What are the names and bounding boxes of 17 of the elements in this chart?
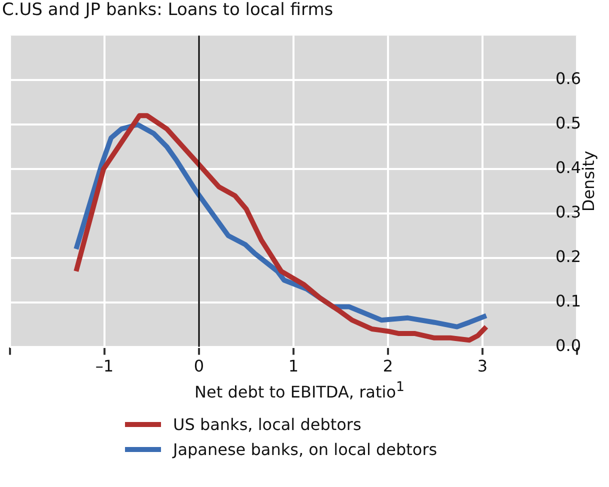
x-tick-label: 3 — [477, 356, 488, 376]
y-tick-label: 0.6 — [556, 69, 581, 88]
x-axis-title: Net debt to EBITDA, ratio$^{1}$ — [194, 380, 406, 404]
y-tick-label: 0.5 — [556, 114, 581, 133]
y-tick-label: 0.2 — [556, 247, 581, 266]
x-tick-label: 1 — [288, 356, 299, 376]
y-tick-label: 0.1 — [556, 292, 581, 310]
chart-title: C.US and JP banks: Loans to local firms — [1, 0, 334, 22]
y-tick-label: 0.0 — [556, 336, 581, 355]
y-tick-label: 0.4 — [556, 158, 581, 178]
x-tick-label: 0 — [194, 356, 204, 376]
x-tick-label: –1 — [95, 356, 114, 376]
y-axis-title: Density — [579, 150, 598, 212]
x-tick-label: 2 — [382, 356, 394, 376]
y-tick-label: 0.3 — [556, 202, 581, 222]
legend-label: Japanese banks, on local debtors — [173, 440, 438, 459]
legend-label: US banks, local debtors — [173, 415, 362, 434]
